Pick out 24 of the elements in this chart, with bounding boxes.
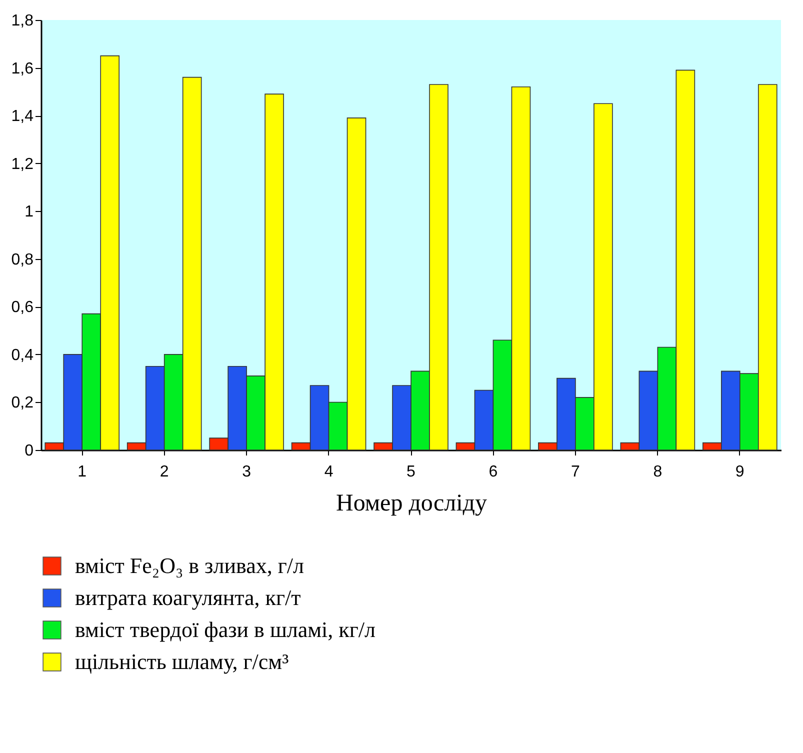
x-tick-label: 9 xyxy=(735,464,744,480)
x-tick-label: 1 xyxy=(78,464,87,480)
legend-label: щільність шламу, г/см³ xyxy=(75,649,290,674)
x-tick-label: 5 xyxy=(406,464,416,480)
y-tick-label: 0,2 xyxy=(11,394,34,412)
y-tick-label: 0 xyxy=(24,442,34,460)
x-tick-label: 6 xyxy=(488,464,498,480)
x-tick-label: 7 xyxy=(570,464,580,480)
legend-label: вміст твердої фази в шламі, кг/л xyxy=(75,617,376,642)
x-tick-label: 2 xyxy=(160,464,169,480)
x-tick-label: 3 xyxy=(242,464,252,480)
y-tick-label: 1,4 xyxy=(11,108,34,126)
legend-label: витрата коагулянта, кг/т xyxy=(75,585,302,610)
y-tick-label: 1 xyxy=(24,204,34,221)
y-tick-label: 0,8 xyxy=(11,251,34,268)
x-tick-label: 8 xyxy=(653,464,662,480)
y-tick-label: 0,6 xyxy=(11,299,34,316)
y-tick-label: 0,4 xyxy=(11,346,34,364)
legend-label: вміст Fe₂O₃ в зливах, г/л xyxy=(75,553,304,578)
y-tick-label: 1,8 xyxy=(11,12,34,30)
x-axis-title: Номер досліду xyxy=(336,490,488,516)
x-tick-label: 4 xyxy=(324,464,334,480)
y-tick-label: 1,2 xyxy=(11,156,34,173)
y-tick-label: 1,6 xyxy=(11,60,34,78)
